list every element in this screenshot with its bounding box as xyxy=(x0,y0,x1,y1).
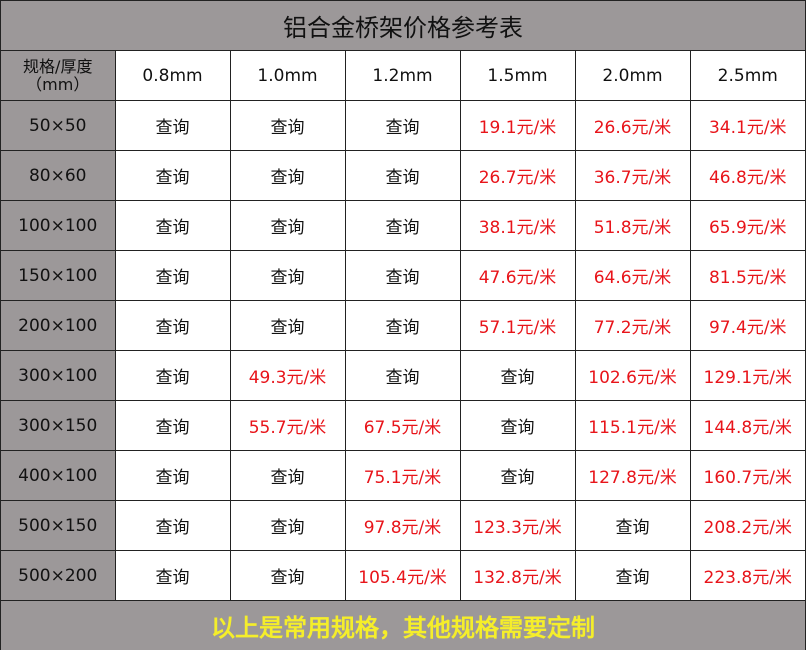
table-row: 100×100 查询 查询 查询 38.1元/米 51.8元/米 65.9元/米 xyxy=(1,200,805,251)
query-cell[interactable]: 查询 xyxy=(344,100,461,151)
row-spec: 300×100 xyxy=(1,350,116,401)
table-row: 150×100 查询 查询 查询 47.6元/米 64.6元/米 81.5元/米 xyxy=(1,250,805,301)
price-cell: 97.8元/米 xyxy=(344,500,461,551)
query-cell[interactable]: 查询 xyxy=(344,250,461,301)
query-cell[interactable]: 查询 xyxy=(229,200,346,251)
query-cell[interactable]: 查询 xyxy=(574,550,691,601)
price-cell: 34.1元/米 xyxy=(689,100,805,151)
price-cell: 49.3元/米 xyxy=(229,350,346,401)
price-cell: 123.3元/米 xyxy=(459,500,576,551)
price-cell: 81.5元/米 xyxy=(689,250,805,301)
row-spec: 400×100 xyxy=(1,450,116,501)
price-cell: 46.8元/米 xyxy=(689,150,805,201)
query-cell[interactable]: 查询 xyxy=(114,350,231,401)
price-cell: 105.4元/米 xyxy=(344,550,461,601)
row-spec: 300×150 xyxy=(1,400,116,451)
query-cell[interactable]: 查询 xyxy=(114,200,231,251)
row-spec: 150×100 xyxy=(1,250,116,301)
price-cell: 51.8元/米 xyxy=(574,200,691,251)
price-cell: 132.8元/米 xyxy=(459,550,576,601)
footer-note: 以上是常用规格，其他规格需要定制 xyxy=(1,601,805,650)
price-cell: 102.6元/米 xyxy=(574,350,691,401)
query-cell[interactable]: 查询 xyxy=(229,550,346,601)
query-cell[interactable]: 查询 xyxy=(114,500,231,551)
query-cell[interactable]: 查询 xyxy=(459,350,576,401)
column-header: 0.8mm xyxy=(114,51,231,101)
row-spec: 500×150 xyxy=(1,500,116,551)
price-cell: 19.1元/米 xyxy=(459,100,576,151)
price-cell: 38.1元/米 xyxy=(459,200,576,251)
query-cell[interactable]: 查询 xyxy=(344,200,461,251)
table-row: 400×100 查询 查询 75.1元/米 查询 127.8元/米 160.7元/米 xyxy=(1,450,805,501)
header-row: 规格/厚度 （mm） 0.8mm 1.0mm 1.2mm 1.5mm 2.0mm … xyxy=(1,51,805,101)
query-cell[interactable]: 查询 xyxy=(229,300,346,351)
price-cell: 67.5元/米 xyxy=(344,400,461,451)
table-row: 200×100 查询 查询 查询 57.1元/米 77.2元/米 97.4元/米 xyxy=(1,300,805,351)
table-row: 500×150 查询 查询 97.8元/米 123.3元/米 查询 208.2元/米 xyxy=(1,500,805,551)
price-cell: 36.7元/米 xyxy=(574,150,691,201)
price-cell: 64.6元/米 xyxy=(574,250,691,301)
query-cell[interactable]: 查询 xyxy=(229,100,346,151)
price-table: 规格/厚度 （mm） 0.8mm 1.0mm 1.2mm 1.5mm 2.0mm … xyxy=(1,51,805,601)
price-cell: 55.7元/米 xyxy=(229,400,346,451)
price-cell: 75.1元/米 xyxy=(344,450,461,501)
row-spec: 50×50 xyxy=(1,100,116,151)
query-cell[interactable]: 查询 xyxy=(344,150,461,201)
query-cell[interactable]: 查询 xyxy=(114,250,231,301)
price-cell: 26.7元/米 xyxy=(459,150,576,201)
row-spec: 80×60 xyxy=(1,150,116,201)
row-spec: 200×100 xyxy=(1,300,116,351)
column-header: 1.0mm xyxy=(229,51,346,101)
query-cell[interactable]: 查询 xyxy=(114,450,231,501)
price-cell: 77.2元/米 xyxy=(574,300,691,351)
column-header: 2.5mm xyxy=(689,51,805,101)
corner-header-line1: 规格/厚度 xyxy=(23,56,93,76)
table-row: 500×200 查询 查询 105.4元/米 132.8元/米 查询 223.8元/米 xyxy=(1,550,805,601)
table-title: 铝合金桥架价格参考表 xyxy=(1,1,805,51)
query-cell[interactable]: 查询 xyxy=(344,350,461,401)
query-cell[interactable]: 查询 xyxy=(574,500,691,551)
query-cell[interactable]: 查询 xyxy=(114,150,231,201)
table-row: 300×150 查询 55.7元/米 67.5元/米 查询 115.1元/米 144.8元/… xyxy=(1,400,805,451)
price-cell: 65.9元/米 xyxy=(689,200,805,251)
column-header: 1.2mm xyxy=(344,51,461,101)
query-cell[interactable]: 查询 xyxy=(229,150,346,201)
query-cell[interactable]: 查询 xyxy=(114,550,231,601)
query-cell[interactable]: 查询 xyxy=(344,300,461,351)
query-cell[interactable]: 查询 xyxy=(229,450,346,501)
query-cell[interactable]: 查询 xyxy=(229,250,346,301)
price-cell: 47.6元/米 xyxy=(459,250,576,301)
table-row: 50×50 查询 查询 查询 19.1元/米 26.6元/米 34.1元/米 xyxy=(1,100,805,151)
row-spec: 100×100 xyxy=(1,200,116,251)
query-cell[interactable]: 查询 xyxy=(114,100,231,151)
price-cell: 223.8元/米 xyxy=(689,550,805,601)
corner-header: 规格/厚度 （mm） xyxy=(1,51,116,101)
query-cell[interactable]: 查询 xyxy=(459,450,576,501)
table-row: 80×60 查询 查询 查询 26.7元/米 36.7元/米 46.8元/米 xyxy=(1,150,805,201)
row-spec: 500×200 xyxy=(1,550,116,601)
corner-header-line2: （mm） xyxy=(26,74,90,94)
column-header: 1.5mm xyxy=(459,51,576,101)
price-cell: 160.7元/米 xyxy=(689,450,805,501)
price-cell: 208.2元/米 xyxy=(689,500,805,551)
price-cell: 115.1元/米 xyxy=(574,400,691,451)
query-cell[interactable]: 查询 xyxy=(459,400,576,451)
price-cell: 97.4元/米 xyxy=(689,300,805,351)
price-cell: 129.1元/米 xyxy=(689,350,805,401)
column-header: 2.0mm xyxy=(574,51,691,101)
table-row: 300×100 查询 49.3元/米 查询 查询 102.6元/米 129.1元/米 xyxy=(1,350,805,401)
price-cell: 127.8元/米 xyxy=(574,450,691,501)
price-cell: 57.1元/米 xyxy=(459,300,576,351)
query-cell[interactable]: 查询 xyxy=(229,500,346,551)
query-cell[interactable]: 查询 xyxy=(114,400,231,451)
price-cell: 26.6元/米 xyxy=(574,100,691,151)
price-cell: 144.8元/米 xyxy=(689,400,805,451)
query-cell[interactable]: 查询 xyxy=(114,300,231,351)
